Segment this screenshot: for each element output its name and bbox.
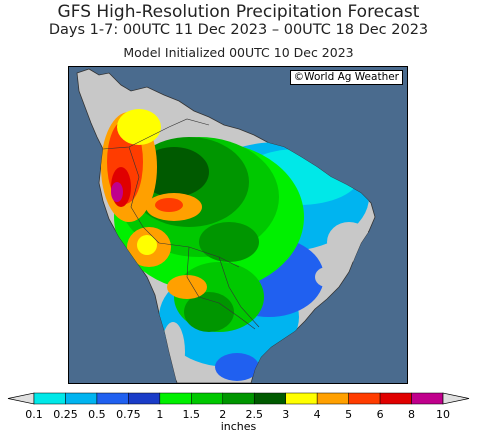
legend-tick-label: 1.5 <box>182 408 201 421</box>
legend-swatch <box>379 392 412 405</box>
color-legend: 0.1 0.25 0.5 0.75 1 1.5 2 2.5 3 4 5 6 8 10 inches <box>0 391 477 433</box>
legend-tick-label: 0.5 <box>88 408 106 421</box>
country-borders <box>102 118 260 330</box>
legend-swatch <box>348 392 381 405</box>
legend-tick-label: 5 <box>345 408 353 421</box>
legend-tick-label: 0.25 <box>53 408 78 421</box>
credit-label: ©World Ag Weather <box>289 70 403 85</box>
legend-tick-label: 3 <box>282 408 290 421</box>
legend-tick-label: 1 <box>156 408 164 421</box>
legend-swatch <box>128 392 161 405</box>
legend-swatch <box>222 392 255 405</box>
legend-swatch <box>159 392 192 405</box>
legend-swatch <box>96 392 129 405</box>
legend-tick-label: 2 <box>219 408 227 421</box>
legend-swatch <box>65 392 98 405</box>
legend-max-arrow <box>442 392 470 405</box>
legend-units: inches <box>220 420 257 433</box>
legend-tick-label: 0.1 <box>25 408 43 421</box>
legend-swatch <box>33 392 66 405</box>
legend-tick-label: 0.75 <box>116 408 141 421</box>
map-canvas <box>76 68 376 383</box>
model-init-time: Model Initialized 00UTC 10 Dec 2023 <box>123 45 354 60</box>
legend-swatch <box>285 392 318 405</box>
legend-tick-label: 2.5 <box>245 408 263 421</box>
map-title: GFS High-Resolution Precipitation Foreca… <box>57 2 420 22</box>
legend-swatch <box>316 392 349 405</box>
precip-field <box>101 109 371 382</box>
precipitation-map: ©World Ag Weather <box>68 66 408 384</box>
legend-swatch <box>411 392 444 405</box>
legend-tick-label: 8 <box>408 408 416 421</box>
legend-swatch <box>191 392 224 405</box>
legend-swatch <box>253 392 286 405</box>
forecast-period: Days 1-7: 00UTC 11 Dec 2023 – 00UTC 18 D… <box>48 22 429 38</box>
legend-tick-label: 4 <box>313 408 321 421</box>
legend-tick-label: 10 <box>436 408 450 421</box>
legend-tick-label: 6 <box>376 408 384 421</box>
legend-min-arrow <box>7 392 35 405</box>
legend-bar <box>7 392 470 405</box>
